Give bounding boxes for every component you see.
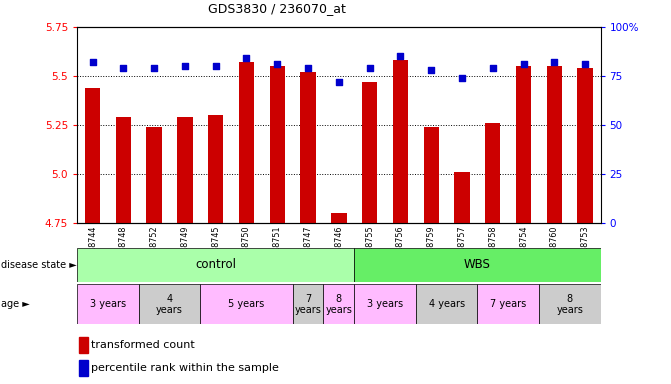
- Bar: [516, 66, 531, 223]
- Point: [487, 65, 498, 71]
- Bar: [177, 117, 193, 223]
- Bar: [331, 213, 346, 223]
- Point: [426, 67, 437, 73]
- Point: [395, 53, 406, 59]
- Bar: [79, 360, 87, 376]
- Bar: [547, 66, 562, 223]
- Bar: [115, 117, 131, 223]
- Bar: [323, 284, 354, 324]
- Text: 8
years: 8 years: [325, 293, 352, 315]
- Point: [333, 79, 344, 85]
- Text: GDS3830 / 236070_at: GDS3830 / 236070_at: [208, 2, 346, 15]
- Text: 5 years: 5 years: [228, 299, 264, 310]
- Bar: [79, 337, 87, 353]
- Text: 7
years: 7 years: [295, 293, 321, 315]
- Bar: [423, 127, 439, 223]
- Text: 4
years: 4 years: [156, 293, 183, 315]
- Text: WBS: WBS: [464, 258, 491, 271]
- Point: [457, 75, 468, 81]
- Text: disease state ►: disease state ►: [1, 260, 76, 270]
- Text: 7 years: 7 years: [490, 299, 526, 310]
- Point: [364, 65, 375, 71]
- Point: [303, 65, 313, 71]
- Bar: [201, 284, 293, 324]
- Bar: [77, 248, 354, 282]
- Bar: [139, 284, 201, 324]
- Text: 3 years: 3 years: [367, 299, 403, 310]
- Bar: [293, 284, 323, 324]
- Point: [118, 65, 129, 71]
- Text: age ►: age ►: [1, 299, 30, 310]
- Bar: [485, 123, 501, 223]
- Text: 8
years: 8 years: [556, 293, 583, 315]
- Point: [272, 61, 282, 67]
- Bar: [208, 115, 223, 223]
- Bar: [578, 68, 593, 223]
- Bar: [354, 284, 416, 324]
- Point: [518, 61, 529, 67]
- Bar: [393, 60, 408, 223]
- Point: [180, 63, 191, 69]
- Text: percentile rank within the sample: percentile rank within the sample: [91, 363, 279, 373]
- Bar: [239, 62, 254, 223]
- Point: [149, 65, 160, 71]
- Bar: [270, 66, 285, 223]
- Point: [241, 55, 252, 61]
- Point: [580, 61, 590, 67]
- Bar: [477, 284, 539, 324]
- Bar: [85, 88, 100, 223]
- Bar: [354, 248, 601, 282]
- Text: control: control: [195, 258, 236, 271]
- Bar: [539, 284, 601, 324]
- Bar: [362, 82, 377, 223]
- Bar: [77, 284, 139, 324]
- Text: 3 years: 3 years: [90, 299, 126, 310]
- Bar: [454, 172, 470, 223]
- Text: transformed count: transformed count: [91, 340, 195, 350]
- Point: [210, 63, 221, 69]
- Bar: [301, 72, 316, 223]
- Text: 4 years: 4 years: [429, 299, 465, 310]
- Point: [549, 59, 560, 65]
- Bar: [146, 127, 162, 223]
- Bar: [416, 284, 477, 324]
- Point: [87, 59, 98, 65]
